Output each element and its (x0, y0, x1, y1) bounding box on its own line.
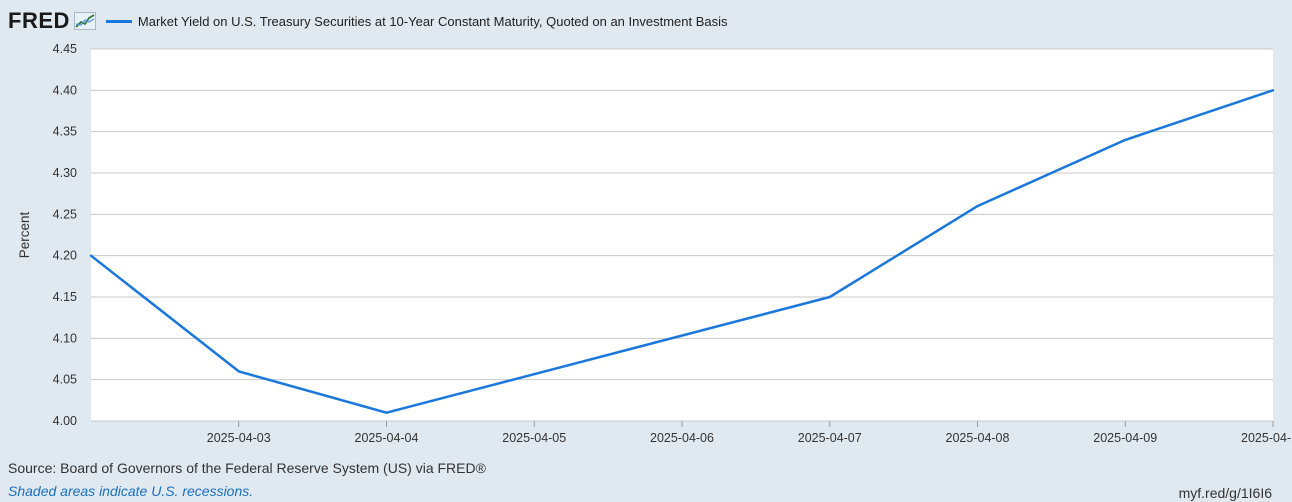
x-tick-label: 2025-04-08 (946, 431, 1010, 445)
x-tick-label: 2025-04-06 (650, 431, 714, 445)
x-tick-label: 2025-04-03 (207, 431, 271, 445)
recession-note: Shaded areas indicate U.S. recessions. (8, 483, 254, 499)
x-tick-label: 2025-04-04 (355, 431, 419, 445)
data-point[interactable] (828, 295, 831, 299)
y-tick-label: 4.20 (53, 249, 77, 263)
x-tick-label: 2025-04-10 (1241, 431, 1292, 445)
y-tick-label: 4.45 (53, 42, 77, 56)
x-tick-label: 2025-04-05 (502, 431, 566, 445)
x-tick-label: 2025-04-09 (1093, 431, 1157, 445)
line-chart: 4.00 4.05 4.10 4.15 4.20 4.25 4.30 4.35 4.40 4.45… (17, 42, 1292, 445)
y-tick-label: 4.30 (53, 166, 77, 180)
data-point[interactable] (237, 370, 240, 373)
graph-header: FRED Market Yield on U.S. Treasury Secur… (8, 8, 728, 34)
data-point[interactable] (1271, 89, 1275, 92)
y-tick-label: 4.00 (53, 414, 77, 428)
legend-series-title[interactable]: Market Yield on U.S. Treasury Securities… (137, 13, 728, 29)
x-axis-ticks: 2025-04-03 2025-04-04 2025-04-05 2025-04-06… (207, 421, 1292, 445)
y-tick-label: 4.10 (53, 331, 77, 345)
x-tick-label: 2025-04-07 (798, 431, 862, 445)
y-tick-label: 4.40 (53, 83, 77, 97)
grid-lines (91, 48, 1273, 422)
legend-line-swatch (105, 19, 132, 23)
y-tick-label: 4.15 (53, 290, 77, 304)
data-point[interactable] (89, 254, 93, 257)
data-point[interactable] (1124, 138, 1127, 142)
plot-area (91, 49, 1273, 421)
y-axis-title: Percent (17, 211, 32, 258)
source-note: Source: Board of Governors of the Federa… (8, 460, 486, 476)
y-tick-label: 4.35 (53, 125, 77, 139)
y-axis-ticks: 4.00 4.05 4.10 4.15 4.20 4.25 4.30 4.35 4.40 4.45 (53, 42, 77, 428)
short-link[interactable]: myf.red/g/1I6I6 (1178, 485, 1272, 501)
y-tick-label: 4.05 (53, 373, 77, 387)
y-tick-label: 4.25 (53, 207, 77, 221)
data-point[interactable] (976, 204, 979, 208)
series-group (89, 89, 1275, 414)
fred-logo[interactable]: FRED (8, 8, 70, 33)
data-point[interactable] (385, 411, 388, 414)
trend-chart-icon (73, 12, 96, 30)
